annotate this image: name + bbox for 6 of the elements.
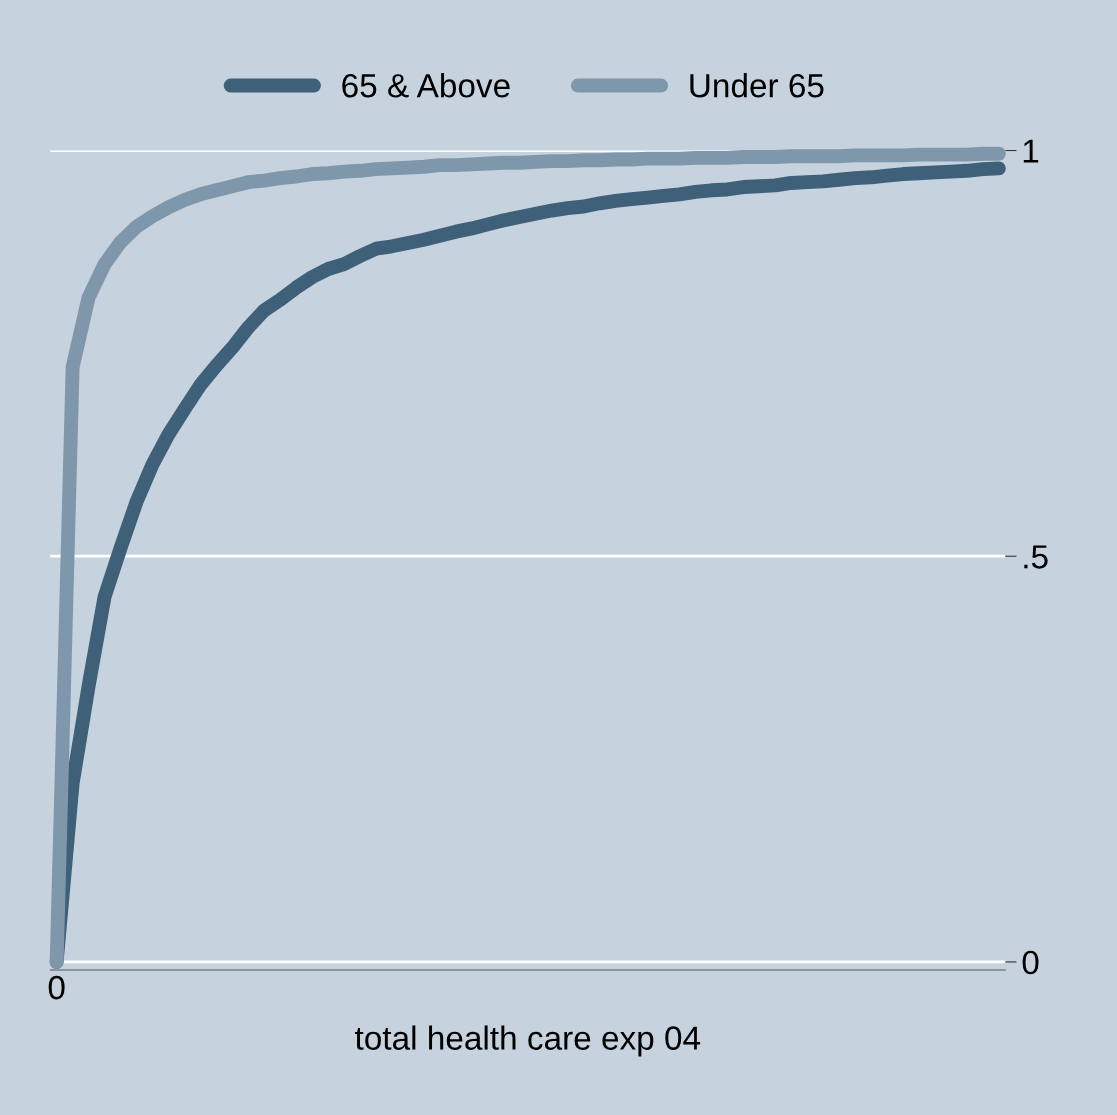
y-tick-label: 1: [1023, 139, 1039, 163]
legend-label: 65 & Above: [342, 73, 510, 98]
y-tick-label: .5: [1024, 545, 1048, 569]
legend-label: Under 65: [690, 73, 824, 98]
y-tick-label: 0: [1022, 950, 1039, 975]
x-axis-title: total health care exp 04: [355, 1025, 701, 1057]
